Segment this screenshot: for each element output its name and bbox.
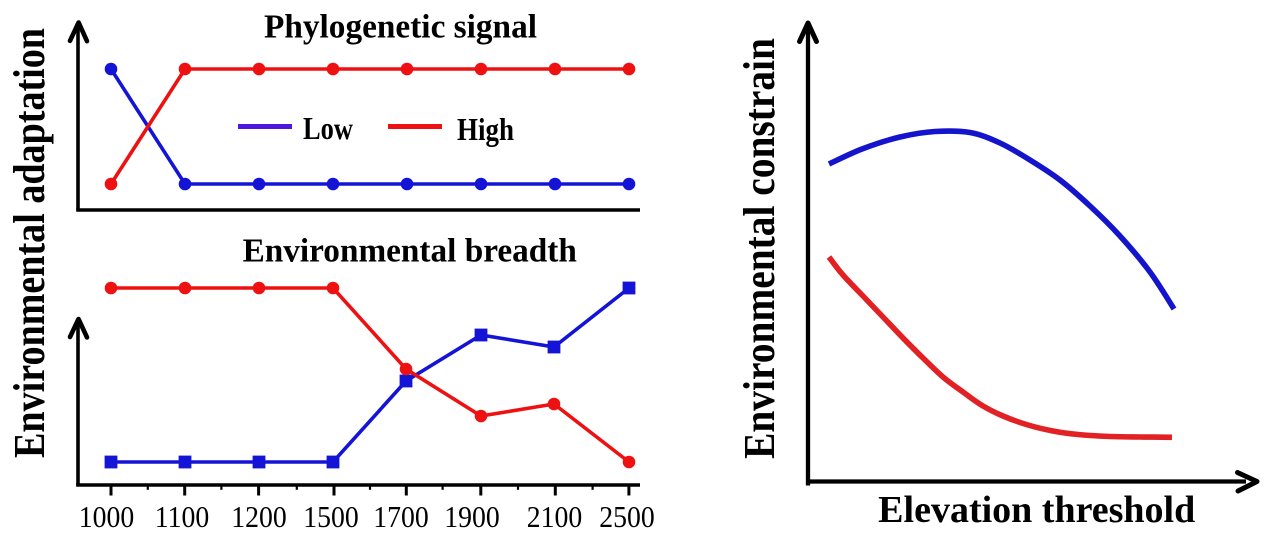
svg-text:2500: 2500	[599, 501, 654, 535]
svg-text:1100: 1100	[155, 501, 209, 535]
svg-text:Environmental breadth: Environmental breadth	[243, 232, 578, 269]
svg-text:1900: 1900	[444, 501, 499, 535]
svg-text:1200: 1200	[231, 501, 286, 535]
svg-text:2100: 2100	[527, 501, 582, 535]
svg-text:High: High	[457, 113, 514, 148]
svg-text:Elevation threshold: Elevation threshold	[878, 489, 1195, 531]
svg-text:1000: 1000	[79, 501, 134, 535]
svg-text:1700: 1700	[373, 501, 428, 535]
svg-text:Environmental constrain: Environmental constrain	[736, 38, 784, 459]
svg-text:Phylogenetic signal: Phylogenetic signal	[264, 8, 537, 45]
svg-text:1500: 1500	[303, 501, 358, 535]
svg-text:Environmental adaptation: Environmental adaptation	[4, 28, 53, 458]
svg-text:Low: Low	[303, 112, 354, 147]
